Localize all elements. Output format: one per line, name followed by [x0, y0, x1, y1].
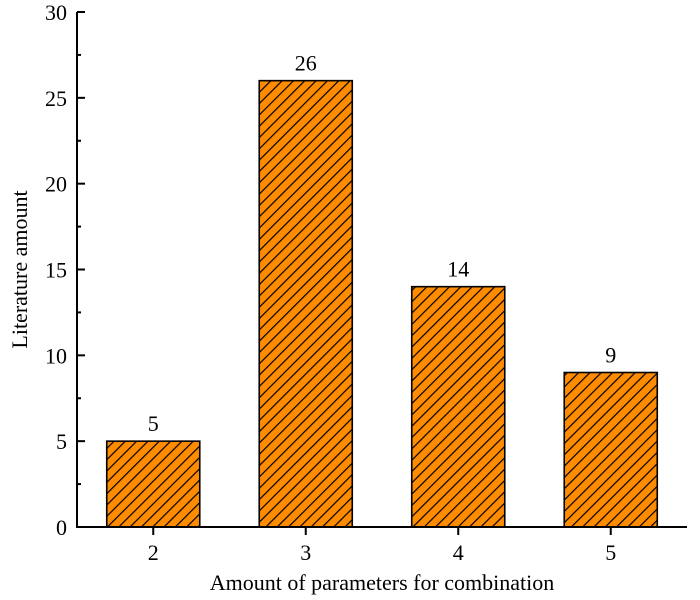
data-label-2: 5	[148, 411, 159, 436]
y-tick-label: 0	[56, 515, 67, 540]
y-tick-label: 10	[45, 343, 67, 368]
data-label-5: 9	[605, 343, 616, 368]
x-tick-label: 5	[605, 540, 616, 565]
bar-2	[105, 440, 201, 528]
y-tick-label: 20	[45, 172, 67, 197]
x-axis-title: Amount of parameters for combination	[210, 570, 555, 595]
y-tick-label: 15	[45, 258, 67, 283]
bar-3	[258, 79, 354, 528]
ticks-layer: 0 5 10 15 20 25 30 2 3 4 5	[45, 0, 616, 565]
bar-4	[410, 285, 506, 528]
x-tick-label: 3	[300, 540, 311, 565]
y-tick-label: 30	[45, 0, 67, 25]
x-tick-label: 4	[453, 540, 464, 565]
bars-layer: 5 26 14 9	[105, 51, 659, 528]
x-tick-label: 2	[148, 540, 159, 565]
y-tick-label: 5	[56, 429, 67, 454]
y-axis-title: Literature amount	[7, 190, 32, 348]
data-label-3: 26	[295, 51, 317, 76]
y-tick-label: 25	[45, 86, 67, 111]
bar-5	[563, 371, 659, 528]
axes-layer	[76, 12, 687, 528]
data-label-4: 14	[447, 257, 469, 282]
